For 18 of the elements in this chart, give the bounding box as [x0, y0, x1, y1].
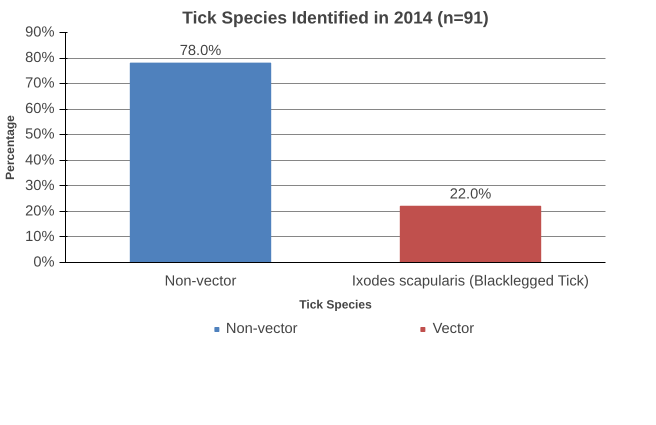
- x-tick-label: Ixodes scapularis (Blacklegged Tick): [352, 274, 589, 290]
- y-tick-label: 40%: [25, 152, 55, 168]
- x-axis-title: Tick Species: [299, 298, 372, 312]
- chart-title: Tick Species Identified in 2014 (n=91): [182, 8, 489, 28]
- y-axis-title: Percentage: [3, 114, 18, 180]
- y-tick-label: 60%: [25, 101, 55, 118]
- y-tick-label: 50%: [25, 126, 55, 143]
- y-tick-label: 10%: [25, 228, 55, 245]
- data-label: 22.0%: [450, 186, 492, 202]
- y-tick-label: 20%: [25, 203, 55, 220]
- legend-label: Vector: [432, 321, 474, 337]
- legend-label: Non-vector: [226, 321, 298, 337]
- y-tick-label: 0%: [33, 254, 55, 270]
- y-tick-label: 30%: [25, 178, 55, 194]
- y-tick-label: 80%: [25, 50, 55, 66]
- y-tick-label: 70%: [25, 76, 55, 92]
- y-tick-label: 90%: [25, 24, 55, 40]
- data-label: 78.0%: [180, 43, 222, 60]
